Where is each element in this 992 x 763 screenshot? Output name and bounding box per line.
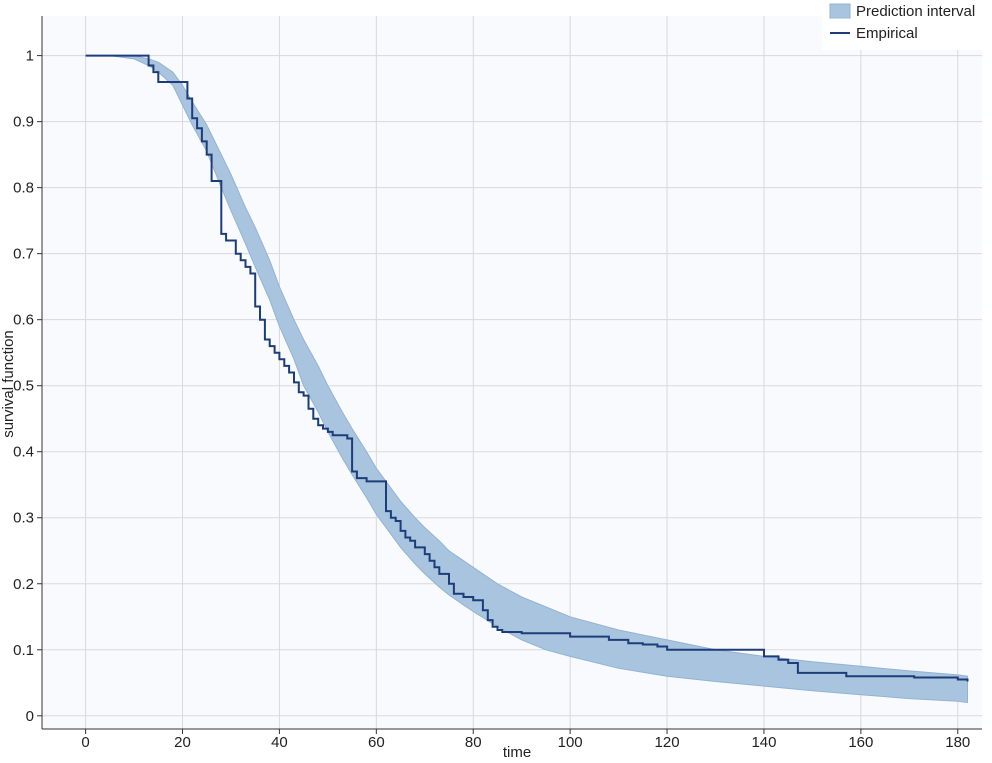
y-tick-label: 0.4 (13, 444, 34, 461)
legend: Prediction interval Empirical (822, 0, 992, 50)
x-tick-label: 80 (465, 734, 482, 751)
y-tick-label: 0.2 (13, 576, 34, 593)
legend-band-swatch (829, 3, 851, 19)
y-tick-label: 0 (26, 708, 34, 725)
prediction-interval-area (85, 55, 968, 704)
legend-label-empirical: Empirical (856, 25, 918, 42)
y-tick-label: 0.7 (13, 246, 34, 263)
x-tick-label: 180 (945, 734, 970, 751)
x-tick-label: 40 (271, 734, 288, 751)
axes (41, 16, 982, 730)
y-tick-label: 0.3 (13, 510, 34, 527)
y-axis-ticks: 0 0.1 0.2 0.3 0.4 0.5 0.6 0.7 0.8 0.9 1 (13, 48, 42, 725)
empirical-step-line (85, 54, 969, 682)
x-tick-label: 60 (368, 734, 385, 751)
y-tick-label: 0.1 (13, 642, 34, 659)
y-tick-label: 0.5 (13, 378, 34, 395)
y-tick-label: 1 (26, 48, 34, 65)
y-tick-label: 0.8 (13, 180, 34, 197)
x-tick-label: 20 (174, 734, 191, 751)
x-tick-label: 100 (558, 734, 583, 751)
x-tick-label: 140 (751, 734, 776, 751)
y-axis-label: survival function (0, 330, 17, 438)
empirical-line (85, 54, 969, 682)
x-axis-label: time (503, 744, 531, 761)
x-tick-label: 160 (848, 734, 873, 751)
y-tick-label: 0.6 (13, 312, 34, 329)
x-axis-ticks: 0 20 40 60 80 100 120 140 160 180 (81, 729, 970, 751)
y-tick-label: 0.9 (13, 114, 34, 131)
x-tick-label: 0 (81, 734, 89, 751)
grid (42, 16, 982, 729)
legend-label-prediction-interval: Prediction interval (856, 3, 975, 20)
prediction-interval-band (85, 55, 968, 704)
x-tick-label: 120 (655, 734, 680, 751)
